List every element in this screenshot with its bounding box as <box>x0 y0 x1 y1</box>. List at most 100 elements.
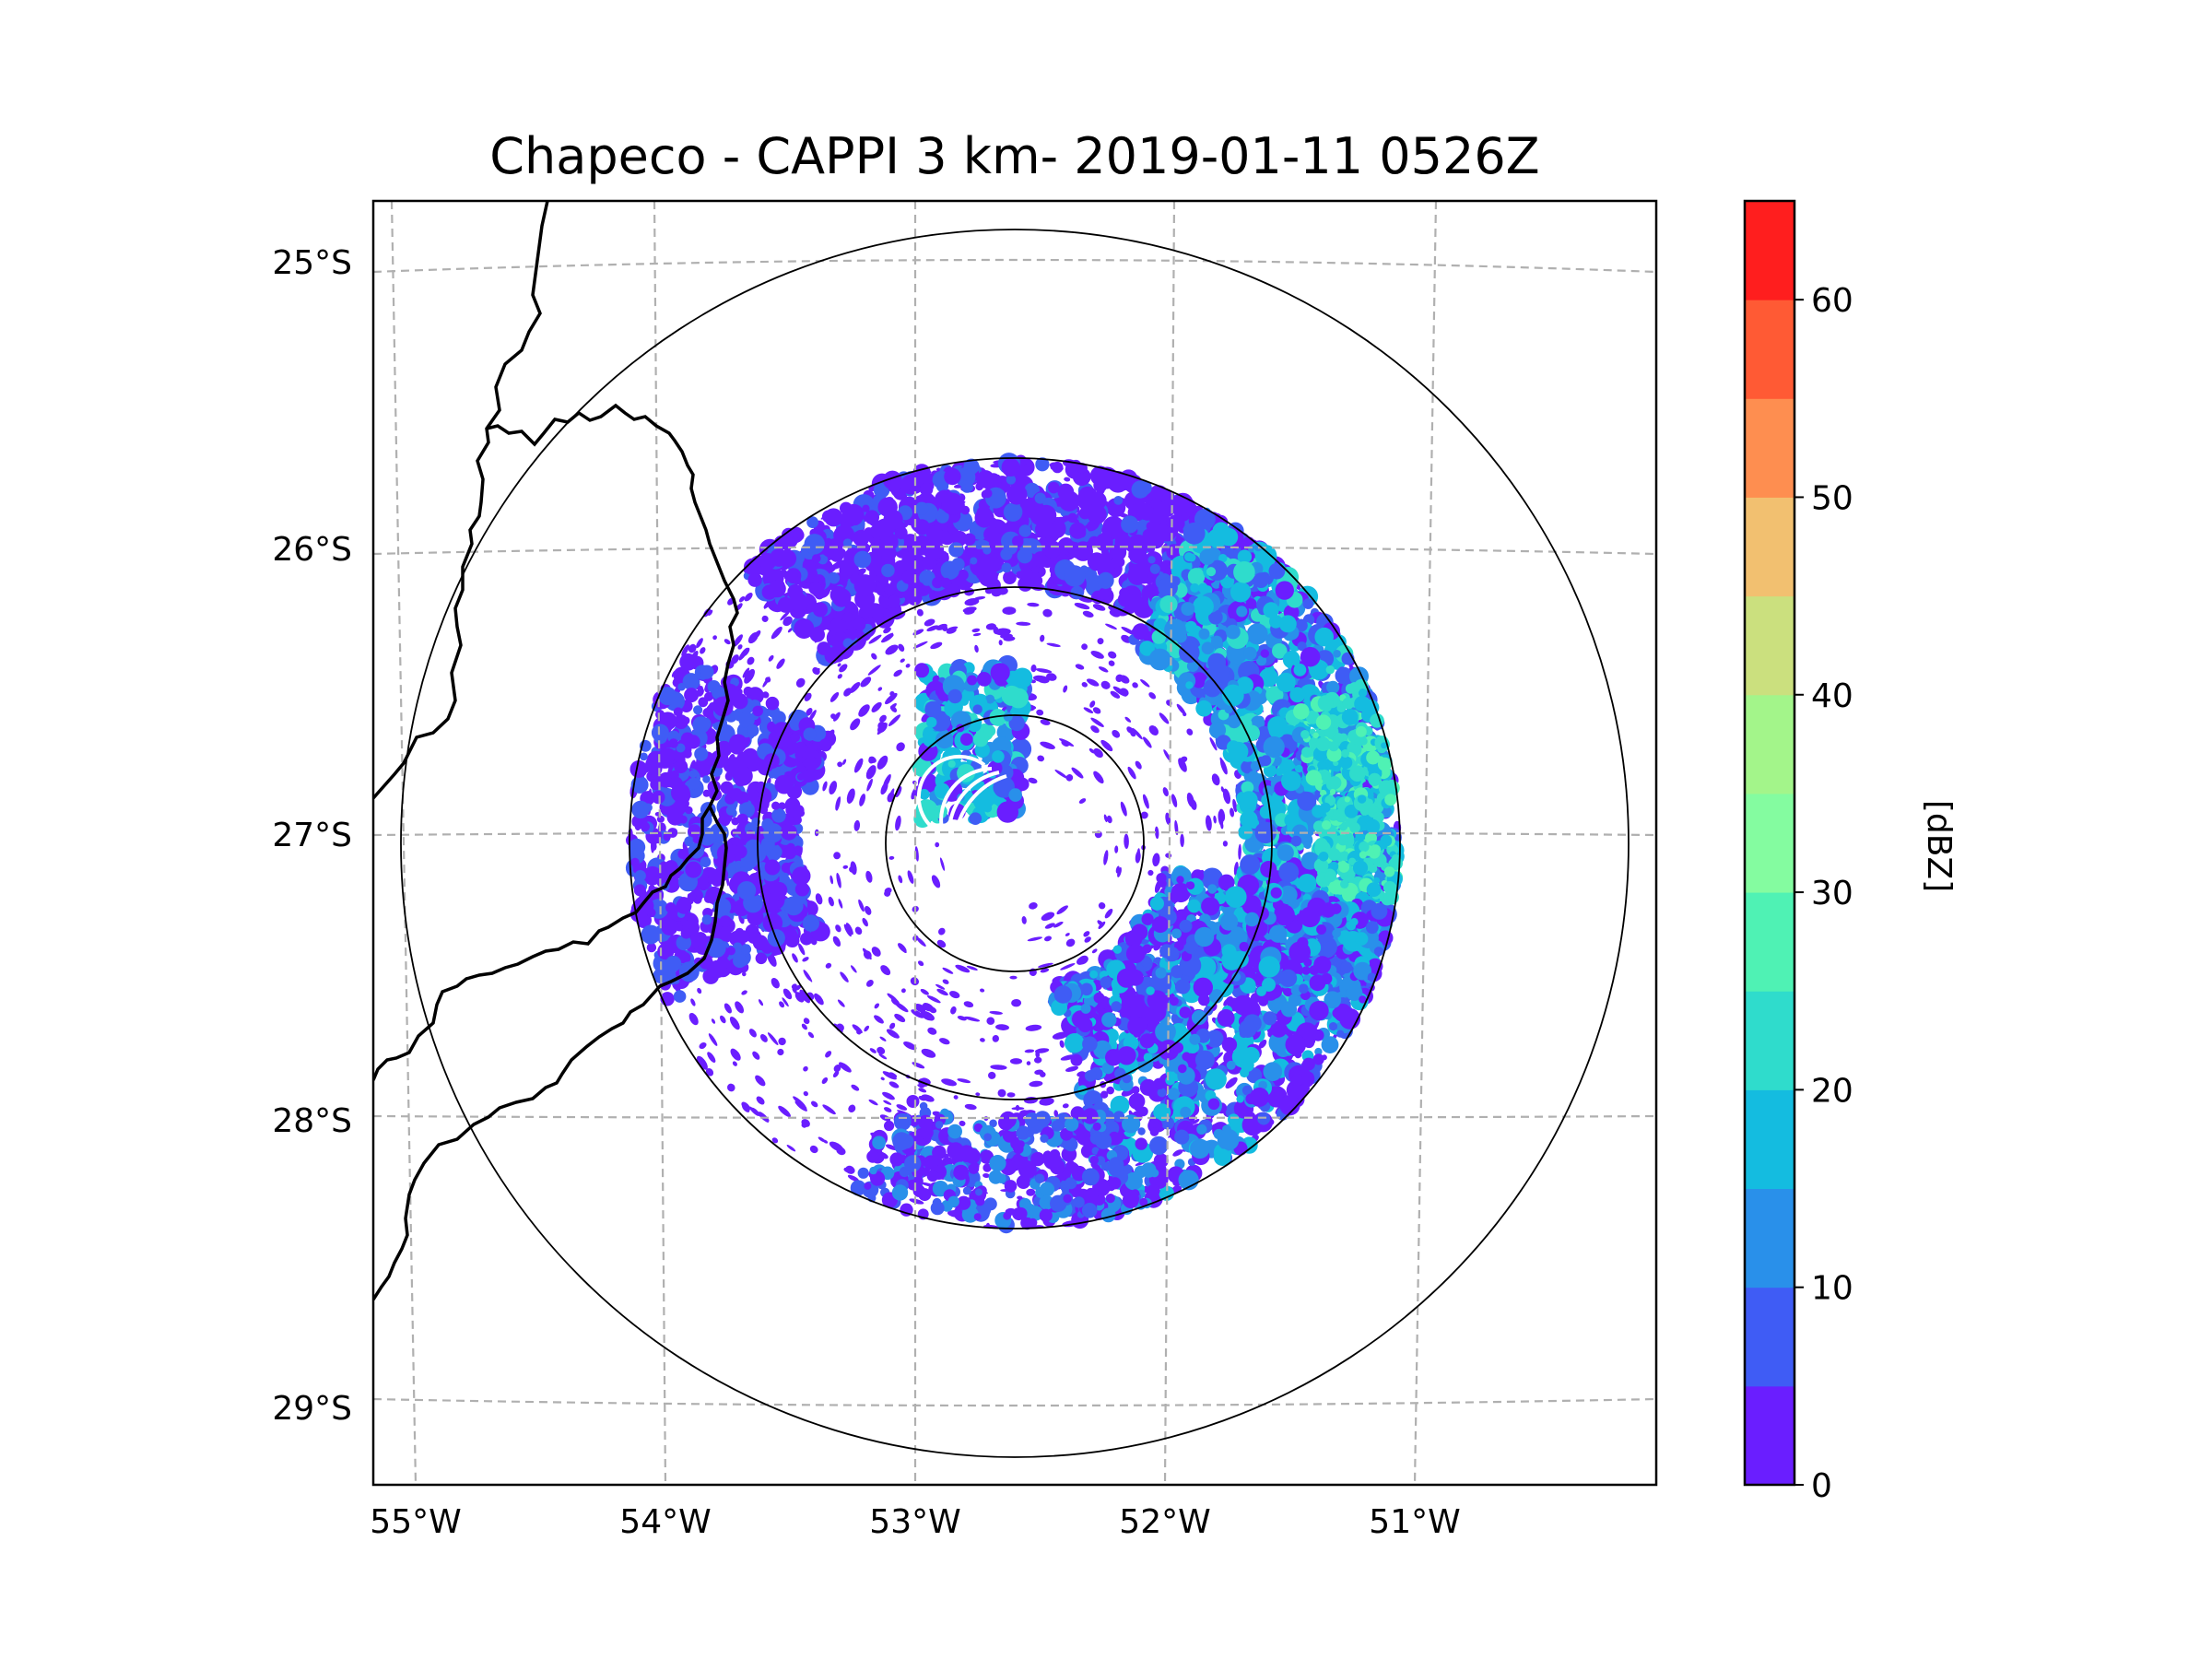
echo-speckle <box>1060 963 1076 971</box>
echo-cell <box>1210 635 1223 648</box>
echo-speckle <box>1219 759 1228 775</box>
echo-speckle <box>1121 626 1136 636</box>
echo-cell <box>1365 818 1381 834</box>
echo-speckle <box>1039 1097 1054 1106</box>
echo-cell <box>708 959 726 979</box>
echo-speckle <box>801 1023 807 1030</box>
echo-speckle <box>1171 794 1178 807</box>
echo-speckle <box>850 718 861 731</box>
echo-cell <box>661 747 677 763</box>
echo-speckle <box>1186 728 1194 735</box>
echo-cell <box>670 770 679 780</box>
echo-speckle <box>843 924 852 937</box>
echo-speckle <box>696 1055 708 1070</box>
echo-cell <box>694 747 709 761</box>
echo-speckle <box>747 656 755 665</box>
echo-cell <box>688 891 697 900</box>
echo-speckle <box>847 1174 859 1182</box>
echo-speckle <box>707 609 713 616</box>
echo-cell <box>1034 492 1046 504</box>
echo-speckle <box>889 691 895 697</box>
echo-cell <box>1147 556 1156 564</box>
echo-cell <box>853 574 877 596</box>
echo-speckle <box>840 971 849 982</box>
echo-cell <box>1070 585 1084 600</box>
echo-speckle <box>1040 719 1051 725</box>
echo-speckle <box>942 967 954 974</box>
echo-speckle <box>771 1137 779 1144</box>
echo-cell <box>1095 533 1113 552</box>
echo-cell <box>666 808 684 826</box>
echo-cell <box>842 638 853 649</box>
echo-cell <box>761 584 777 600</box>
echo-speckle <box>936 988 948 996</box>
echo-speckle <box>792 987 797 994</box>
echo-cell <box>1117 592 1134 607</box>
echo-speckle <box>1053 1110 1059 1118</box>
echo-cell <box>1367 765 1374 771</box>
echo-speckle <box>711 1018 716 1024</box>
echo-cell <box>796 772 806 781</box>
echo-speckle <box>801 1123 807 1128</box>
echo-speckle <box>888 714 901 726</box>
echo-speckle <box>882 1091 895 1100</box>
echo-cell <box>1392 853 1400 863</box>
echo-speckle <box>863 950 872 959</box>
echo-speckle <box>732 1061 737 1066</box>
echo-speckle <box>859 794 866 806</box>
echo-speckle <box>799 989 810 1004</box>
echo-speckle <box>854 926 863 935</box>
echo-speckle <box>803 1065 808 1072</box>
echo-speckle <box>957 1016 967 1021</box>
echo-cell <box>835 630 847 643</box>
echo-speckle <box>1090 717 1104 727</box>
echo-cell <box>868 603 884 619</box>
echo-speckle <box>992 1035 1000 1042</box>
echo-cell <box>812 554 821 563</box>
echo-speckle <box>884 889 891 897</box>
echo-cell <box>1017 547 1033 564</box>
echo-speckle <box>972 632 982 637</box>
echo-cell <box>1161 559 1172 571</box>
echo-speckle <box>900 658 905 663</box>
echo-speckle <box>700 647 706 654</box>
echo-speckle <box>808 710 817 722</box>
echo-cell <box>770 548 788 567</box>
echo-cell <box>804 534 825 555</box>
echo-speckle <box>815 893 823 905</box>
echo-speckle <box>737 644 743 650</box>
echo-speckle <box>1124 716 1132 723</box>
echo-speckle <box>877 1046 886 1054</box>
echo-speckle <box>688 1012 699 1026</box>
echo-speckle <box>1040 741 1055 749</box>
echo-cell <box>1318 852 1329 862</box>
echo-cell <box>744 558 761 576</box>
echo-cell <box>1102 516 1125 538</box>
echo-speckle <box>735 1001 745 1014</box>
echo-speckle <box>656 815 665 823</box>
echo-cell <box>726 947 735 956</box>
echo-cell <box>1302 598 1314 609</box>
echo-cell <box>1276 672 1296 693</box>
echo-cell <box>982 488 993 499</box>
echo-speckle <box>935 841 940 848</box>
echo-cell <box>1198 628 1210 640</box>
echo-speckle <box>814 667 820 675</box>
echo-speckle <box>917 960 924 967</box>
echo-speckle <box>688 643 697 653</box>
echo-cell <box>1064 565 1086 587</box>
echo-cell <box>702 775 711 783</box>
echo-speckle <box>802 957 809 962</box>
echo-speckle <box>1006 1092 1016 1098</box>
echo-speckle <box>899 945 907 954</box>
echo-cell <box>804 756 818 771</box>
echo-speckle <box>779 1001 785 1008</box>
echo-speckle <box>1087 678 1100 687</box>
echo-cell <box>941 492 964 515</box>
echo-cell <box>1206 567 1217 577</box>
echo-speckle <box>989 1010 1003 1015</box>
echo-cell <box>846 510 863 526</box>
echo-cell <box>793 815 802 825</box>
echo-speckle <box>920 1010 935 1021</box>
